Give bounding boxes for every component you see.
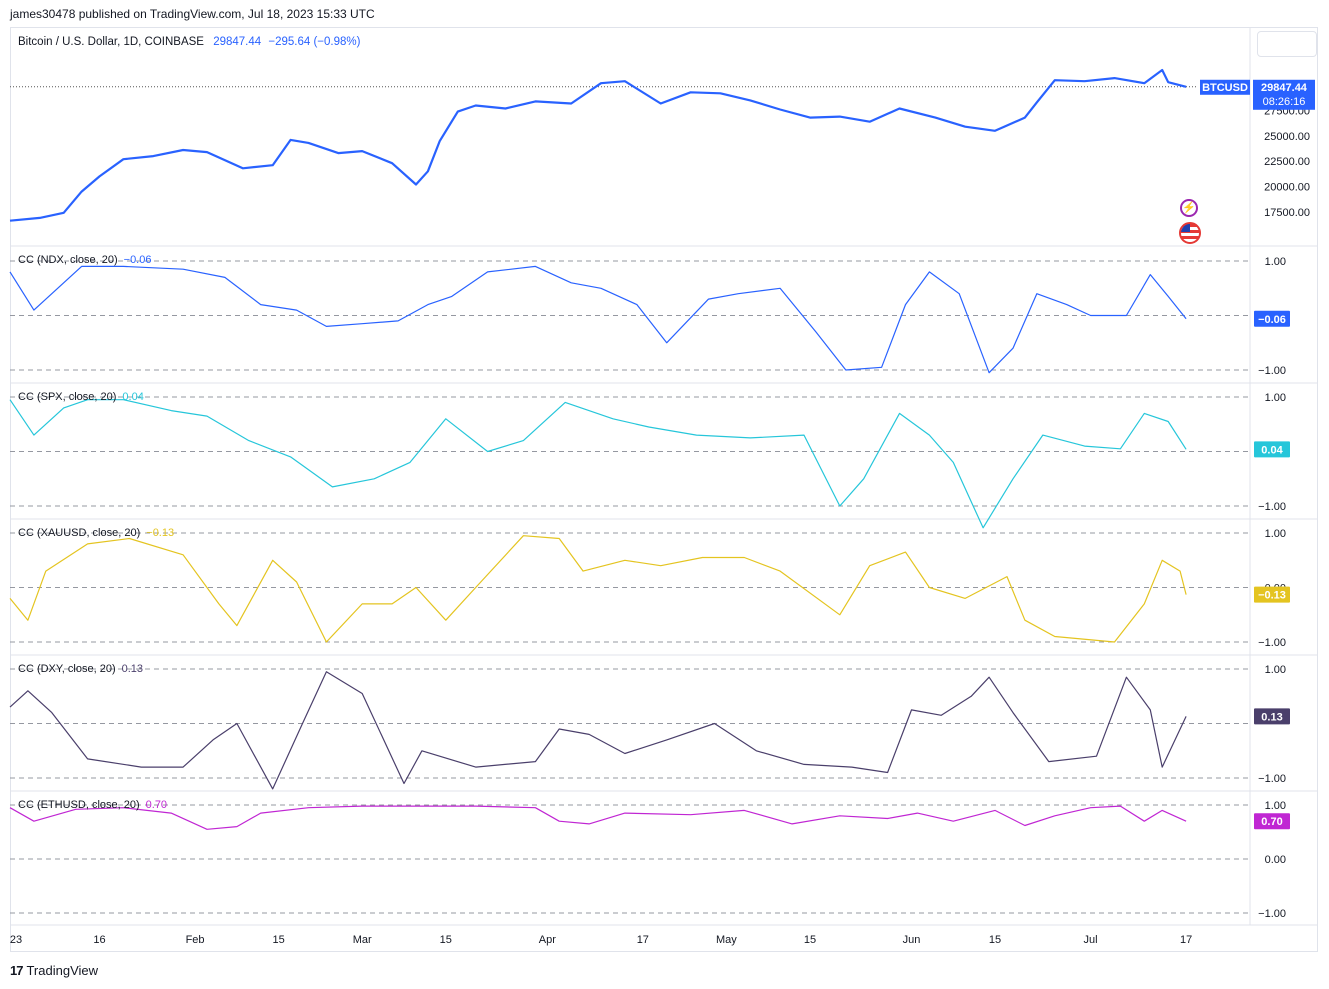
x-tick-label: 17	[1180, 934, 1192, 946]
pane-legend-6[interactable]: CC (ETHUSD, close, 20) 0.70	[18, 799, 167, 811]
pane-legend-2[interactable]: CC (NDX, close, 20) −0.06	[18, 254, 151, 266]
ticker-badge	[1200, 79, 1250, 95]
y-tick-label: 1.00	[1265, 800, 1286, 812]
main-legend[interactable]: Bitcoin / U.S. Dollar, 1D, COINBASE 2984…	[18, 36, 360, 48]
x-tick-label: Feb	[186, 934, 205, 946]
publisher-line: james30478 published on TradingView.com,…	[10, 7, 375, 21]
y-tick-label: −1.00	[1258, 637, 1286, 649]
x-tick-label: 15	[440, 934, 452, 946]
y-tick-label: −1.00	[1258, 501, 1286, 513]
series-line-2	[9, 265, 1187, 374]
y-tick-label: 1.00	[1265, 528, 1286, 540]
y-tick-label: 1.00	[1265, 256, 1286, 268]
brand-name: TradingView	[26, 963, 99, 978]
y-tick-label: 1.00	[1265, 392, 1286, 404]
y-tick-label: 25000.00	[1264, 131, 1310, 143]
pane-legend-3[interactable]: CC (SPX, close, 20) 0.04	[18, 391, 144, 403]
indicator-name: CC (NDX, close, 20)	[18, 254, 118, 266]
value-badge-text: 0.13	[1261, 711, 1282, 723]
value-badge	[1254, 310, 1290, 327]
value-badge	[1254, 813, 1290, 830]
lightning-icon[interactable]: ⚡	[1180, 199, 1198, 217]
pane-legend-4[interactable]: CC (XAUUSD, close, 20) −0.13	[18, 527, 174, 539]
price-change: −295.64 (−0.98%)	[268, 36, 361, 48]
symbol-description: Bitcoin / U.S. Dollar, 1D, COINBASE	[18, 36, 204, 48]
series-line-6	[9, 805, 1187, 830]
indicator-value: −0.13	[146, 527, 175, 539]
indicator-name: CC (ETHUSD, close, 20)	[18, 799, 140, 811]
last-price: 29847.44	[213, 36, 262, 48]
x-tick-label: 15	[273, 934, 285, 946]
x-tick-label: 15	[804, 934, 816, 946]
indicator-name: CC (SPX, close, 20)	[18, 391, 117, 403]
y-tick-label: 20000.00	[1264, 181, 1310, 193]
value-badge-text: 0.70	[1261, 816, 1282, 828]
indicator-value: 0.04	[122, 391, 144, 403]
pane-legend-5[interactable]: CC (DXY, close, 20) 0.13	[18, 663, 143, 675]
y-tick-label: −1.00	[1258, 365, 1286, 377]
x-tick-label: May	[716, 934, 737, 946]
settings-box[interactable]	[1257, 31, 1317, 57]
series-line-4	[9, 535, 1187, 643]
chart-frame[interactable]	[10, 27, 1318, 952]
pane-1: 27500.0025000.0022500.0020000.0017500.00…	[9, 68, 1315, 222]
y-tick-label: 0.00	[1265, 854, 1286, 866]
x-tick-label: Mar	[353, 934, 372, 946]
x-tick-label: 16	[93, 934, 105, 946]
pane-3: 1.00 −1.00 0.04	[9, 392, 1290, 529]
x-tick-label: Jun	[903, 934, 921, 946]
indicator-value: −0.06	[123, 254, 152, 266]
countdown-text: 08:26:16	[1263, 96, 1306, 108]
indicator-name: CC (DXY, close, 20)	[18, 663, 116, 675]
y-tick-label: −1.00	[1258, 773, 1286, 785]
indicator-name: CC (XAUUSD, close, 20)	[18, 527, 141, 539]
pane-5: 1.00 −1.00 0.13	[9, 664, 1290, 790]
tv-logo-icon: 17	[10, 963, 24, 978]
x-tick-label: 23	[10, 934, 22, 946]
y-tick-label: −1.00	[1258, 908, 1286, 920]
price-badge-text: 29847.44	[1261, 82, 1308, 94]
value-badge	[1254, 708, 1290, 725]
pane-2: 1.00 −1.00 −0.06	[9, 256, 1290, 377]
value-badge	[1254, 586, 1290, 603]
pane-6: 1.00 0.00 −1.00 0.70	[9, 800, 1290, 920]
value-badge-text: −0.13	[1258, 590, 1286, 602]
indicator-value: 0.13	[121, 663, 144, 675]
price-badge	[1253, 79, 1315, 110]
x-tick-label: 15	[989, 934, 1001, 946]
value-badge-text: −0.06	[1258, 314, 1286, 326]
series-line-5	[9, 671, 1187, 790]
series-line-1	[9, 68, 1187, 222]
value-badge	[1254, 441, 1290, 458]
x-tick-label: Jul	[1084, 934, 1098, 946]
ticker-badge-text: BTCUSD	[1202, 82, 1248, 94]
indicator-value: 0.70	[145, 799, 168, 811]
us-flag-icon[interactable]	[1179, 222, 1201, 244]
value-badge-text: 0.04	[1261, 444, 1283, 456]
y-tick-label: 1.00	[1265, 664, 1286, 676]
y-tick-label: 22500.00	[1264, 156, 1310, 168]
pane-4: 1.000.00−1.00−0.13	[9, 528, 1290, 649]
x-tick-label: Apr	[539, 934, 556, 946]
tradingview-logo[interactable]: 17 TradingView	[10, 963, 98, 978]
series-line-3	[9, 399, 1187, 529]
y-tick-label: 17500.00	[1264, 207, 1310, 219]
x-tick-label: 17	[637, 934, 649, 946]
